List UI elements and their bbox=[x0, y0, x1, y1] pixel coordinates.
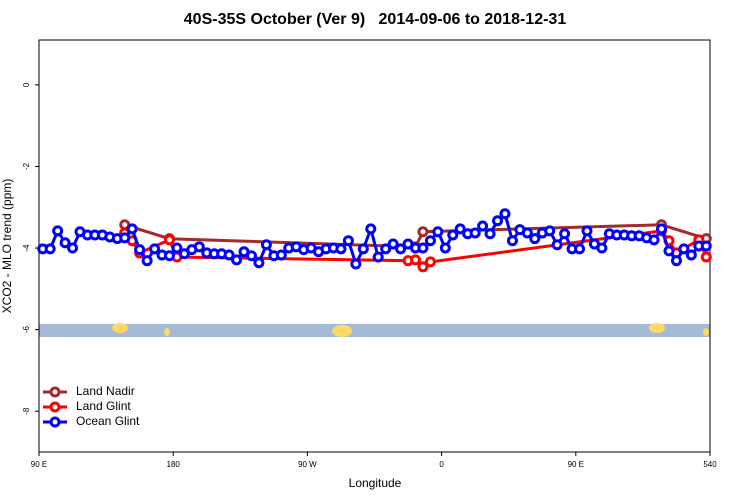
y-tick-label: -8 bbox=[22, 407, 31, 415]
series-line bbox=[124, 223, 707, 249]
map-ocean bbox=[39, 324, 710, 337]
data-point bbox=[678, 243, 690, 255]
map-land bbox=[332, 325, 352, 337]
data-point bbox=[484, 228, 496, 240]
map-land bbox=[703, 328, 709, 336]
data-point bbox=[387, 238, 399, 250]
data-point bbox=[59, 237, 71, 249]
data-point bbox=[439, 242, 451, 254]
data-point bbox=[149, 243, 161, 255]
data-point bbox=[648, 234, 660, 246]
data-point bbox=[357, 243, 369, 255]
x-tick-label: 90 E bbox=[31, 460, 47, 469]
data-point bbox=[231, 254, 243, 266]
data-point bbox=[171, 242, 183, 254]
data-point bbox=[521, 227, 533, 239]
data-point bbox=[119, 232, 131, 244]
data-point bbox=[656, 223, 668, 235]
legend-label: Land Nadir bbox=[76, 384, 135, 398]
data-point bbox=[417, 226, 429, 238]
data-point bbox=[424, 256, 436, 268]
land-map-strip bbox=[39, 323, 710, 337]
x-tick-label: 90 E bbox=[568, 460, 584, 469]
data-point bbox=[469, 227, 481, 239]
legend-swatch-point bbox=[49, 416, 61, 428]
x-axis-label: Longitude bbox=[349, 476, 402, 490]
data-point bbox=[424, 235, 436, 247]
data-point bbox=[193, 241, 205, 253]
data-point bbox=[253, 257, 265, 269]
data-point bbox=[499, 208, 511, 220]
x-tick-label: 0 bbox=[439, 460, 444, 469]
y-axis-label: XCO2 - MLO trend (ppm) bbox=[0, 179, 14, 314]
data-point bbox=[477, 220, 489, 232]
y-tick-label: -2 bbox=[22, 162, 31, 170]
y-tick-label: -4 bbox=[22, 244, 31, 252]
map-land bbox=[164, 328, 170, 336]
data-point bbox=[506, 235, 518, 247]
x-tick-label: 540 bbox=[703, 460, 717, 469]
data-point bbox=[574, 243, 586, 255]
data-point bbox=[44, 243, 56, 255]
y-tick-label: 0 bbox=[22, 82, 31, 87]
chart-title: 40S-35S October (Ver 9) 2014-09-06 to 20… bbox=[184, 11, 567, 28]
data-point bbox=[380, 243, 392, 255]
data-point bbox=[342, 235, 354, 247]
data-point bbox=[685, 249, 697, 261]
legend-label: Ocean Glint bbox=[76, 414, 140, 428]
y-tick-label: -6 bbox=[22, 326, 31, 334]
data-point bbox=[163, 234, 175, 246]
data-point bbox=[670, 255, 682, 267]
map-land bbox=[112, 323, 128, 333]
data-point bbox=[223, 249, 235, 261]
data-point bbox=[417, 261, 429, 273]
data-point bbox=[126, 223, 138, 235]
map-land bbox=[649, 323, 665, 333]
data-point bbox=[245, 250, 257, 262]
data-point bbox=[134, 244, 146, 256]
data-point bbox=[700, 251, 712, 263]
data-point bbox=[432, 226, 444, 238]
data-point bbox=[141, 255, 153, 267]
data-point bbox=[275, 249, 287, 261]
data-point bbox=[350, 258, 362, 270]
data-point bbox=[596, 242, 608, 254]
data-point bbox=[551, 239, 563, 251]
data-point bbox=[395, 243, 407, 255]
data-point bbox=[417, 242, 429, 254]
legend-label: Land Glint bbox=[76, 399, 131, 413]
data-point bbox=[559, 228, 571, 240]
data-point bbox=[163, 250, 175, 262]
data-point bbox=[67, 242, 79, 254]
legend-swatch-point bbox=[49, 401, 61, 413]
data-point bbox=[544, 225, 556, 237]
data-point bbox=[700, 240, 712, 252]
data-point bbox=[492, 215, 504, 227]
x-tick-label: 90 W bbox=[298, 460, 317, 469]
data-point bbox=[529, 233, 541, 245]
data-point bbox=[447, 229, 459, 241]
data-point bbox=[372, 251, 384, 263]
legend-swatch-point bbox=[49, 386, 61, 398]
data-point bbox=[581, 225, 593, 237]
data-point bbox=[454, 223, 466, 235]
data-point bbox=[663, 245, 675, 257]
x-tick-label: 180 bbox=[167, 460, 181, 469]
data-point bbox=[335, 243, 347, 255]
data-point bbox=[365, 223, 377, 235]
data-point bbox=[260, 239, 272, 251]
data-point bbox=[52, 225, 64, 237]
data-point bbox=[410, 254, 422, 266]
